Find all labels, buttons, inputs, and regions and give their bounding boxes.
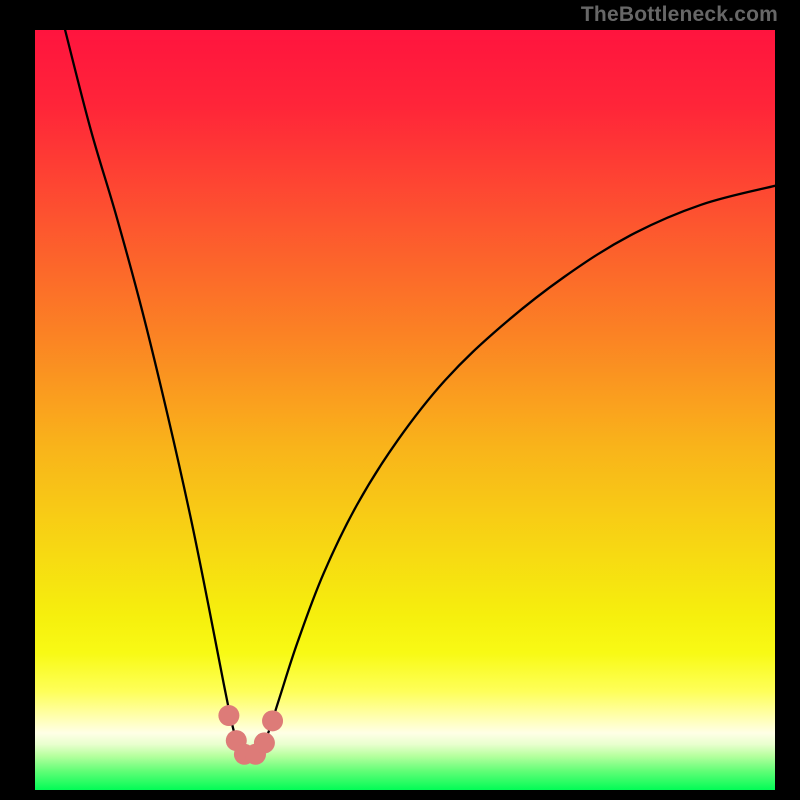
dip-marker [218, 705, 239, 726]
bottleneck-curve [65, 28, 775, 758]
dip-marker [254, 732, 275, 753]
watermark-text: TheBottleneck.com [581, 3, 778, 27]
dip-marker [262, 710, 283, 731]
chart-svg [0, 0, 800, 800]
